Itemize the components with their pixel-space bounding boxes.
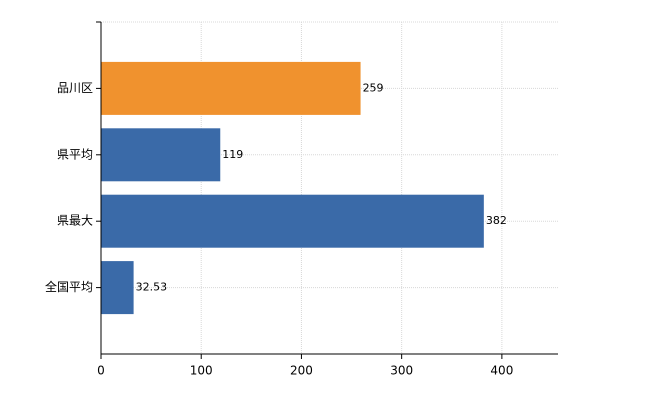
bar <box>101 128 221 182</box>
bar <box>101 261 134 315</box>
y-tick-label: 県最大 <box>57 214 93 228</box>
value-label: 119 <box>222 148 243 161</box>
x-tick-label: 400 <box>490 364 513 378</box>
value-label: 32.53 <box>136 281 168 294</box>
y-tick-label: 品川区 <box>57 81 93 95</box>
value-label: 259 <box>363 81 384 94</box>
x-tick-label: 200 <box>290 364 313 378</box>
bar <box>101 61 361 115</box>
y-tick-label: 県平均 <box>57 147 93 161</box>
x-tick-label: 100 <box>190 364 213 378</box>
y-tick-label: 全国平均 <box>45 279 93 294</box>
bar <box>101 194 484 248</box>
x-tick-label: 0 <box>97 364 105 378</box>
value-label: 382 <box>486 214 507 227</box>
x-tick-label: 300 <box>390 364 413 378</box>
